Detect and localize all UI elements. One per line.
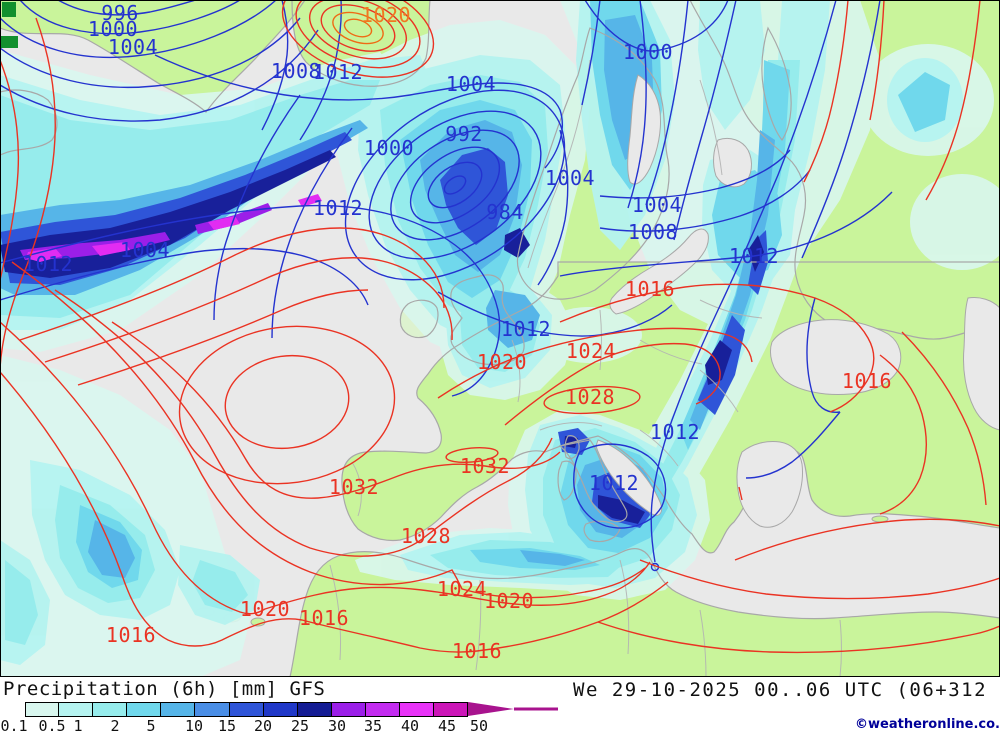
pressure-label: 1008 bbox=[271, 59, 321, 83]
colorbar-tick: 30 bbox=[327, 717, 347, 733]
pressure-label: 996 bbox=[101, 1, 139, 25]
colorbar-tick: 5 bbox=[146, 717, 156, 733]
pressure-label: 1020 bbox=[361, 3, 411, 27]
legend-footer: Precipitation (6h) [mm] GFS We 29-10-202… bbox=[0, 677, 1000, 733]
colorbar-tick: 0.5 bbox=[38, 717, 66, 733]
colorbar-cell bbox=[59, 702, 94, 717]
colorbar-tick: 50 bbox=[469, 717, 489, 733]
colorbar-cell bbox=[161, 702, 196, 717]
colorbar-cell bbox=[93, 702, 128, 717]
pressure-label: 1028 bbox=[401, 524, 451, 548]
colorbar-tick: 40 bbox=[400, 717, 420, 733]
colorbar-tick: 45 bbox=[437, 717, 457, 733]
pressure-label: 1012 bbox=[313, 196, 363, 220]
pressure-label: 1000 bbox=[623, 40, 673, 64]
pressure-label: 1012 bbox=[729, 244, 779, 268]
pressure-label: 1016 bbox=[106, 623, 156, 647]
pressure-label: 1024 bbox=[437, 577, 487, 601]
pressure-label: 1012 bbox=[650, 420, 700, 444]
colorbar-cell bbox=[229, 702, 264, 717]
high-terrain-patch bbox=[0, 36, 18, 48]
isobar-high-layer bbox=[0, 0, 1000, 654]
colorbar-arrow-icon bbox=[468, 702, 558, 716]
colorbar-tick: 1 bbox=[73, 717, 83, 733]
colorbar-cell bbox=[25, 702, 60, 717]
pressure-label: 1004 bbox=[446, 72, 496, 96]
colorbar-tick: 35 bbox=[363, 717, 383, 733]
isobar-low-layer bbox=[0, 0, 893, 572]
colorbar-tick: 2 bbox=[110, 717, 120, 733]
colorbar-tick: 15 bbox=[217, 717, 237, 733]
timestamp: We 29-10-2025 00..06 UTC (06+312 bbox=[573, 679, 988, 701]
pressure-label: 1020 bbox=[477, 350, 527, 374]
product-title: Precipitation (6h) [mm] GFS bbox=[3, 678, 326, 700]
colorbar-cell bbox=[434, 702, 469, 717]
pressure-label: 1020 bbox=[240, 597, 290, 621]
high-terrain-patch bbox=[2, 2, 16, 17]
pressure-label: 984 bbox=[486, 200, 524, 224]
pressure-label: 1000 bbox=[88, 17, 138, 41]
pressure-label: 1024 bbox=[566, 339, 616, 363]
pressure-label: 992 bbox=[445, 122, 483, 146]
pressure-label: 1012 bbox=[23, 252, 73, 276]
colorbar-tick: 10 bbox=[184, 717, 204, 733]
colorbar-cell bbox=[127, 702, 162, 717]
pressure-label: 1012 bbox=[313, 60, 363, 84]
copyright: ©weatheronline.co.uk bbox=[855, 717, 1000, 732]
pressure-label: 1000 bbox=[364, 136, 414, 160]
colorbar-cell bbox=[195, 702, 230, 717]
pressure-label: 1020 bbox=[484, 589, 534, 613]
colorbar-tick: 20 bbox=[253, 717, 273, 733]
pressure-label: 1012 bbox=[501, 317, 551, 341]
weather-map: 996 1000 1004 1020 1008 1012 1004 1000 992 1000 98… bbox=[0, 0, 1000, 677]
pressure-label: 1032 bbox=[329, 475, 379, 499]
pressure-label: 1016 bbox=[625, 277, 675, 301]
pressure-label: 1004 bbox=[108, 35, 158, 59]
pressure-label: 1012 bbox=[589, 471, 639, 495]
pressure-label: 1032 bbox=[460, 454, 510, 478]
colorbar-tick: 25 bbox=[290, 717, 310, 733]
pressure-label: 1028 bbox=[565, 385, 615, 409]
colorbar bbox=[25, 702, 469, 717]
pressure-label: 1008 bbox=[628, 220, 678, 244]
colorbar-cell bbox=[263, 702, 298, 717]
pressure-label: 1016 bbox=[299, 606, 349, 630]
colorbar-tick: 0.1 bbox=[0, 717, 28, 733]
colorbar-tick-labels: 0.1 0.5 1 2 5 10 15 20 25 30 35 40 45 50 bbox=[0, 717, 1000, 733]
pressure-label: 1004 bbox=[545, 166, 595, 190]
colorbar-cell bbox=[331, 702, 366, 717]
colorbar-cell bbox=[365, 702, 401, 717]
pressure-label: 1016 bbox=[842, 369, 892, 393]
pressure-label: 1016 bbox=[452, 639, 502, 663]
colorbar-cell bbox=[297, 702, 332, 717]
pressure-label: 1004 bbox=[120, 238, 170, 262]
colorbar-cell bbox=[400, 702, 435, 717]
pressure-label: 1004 bbox=[632, 193, 682, 217]
